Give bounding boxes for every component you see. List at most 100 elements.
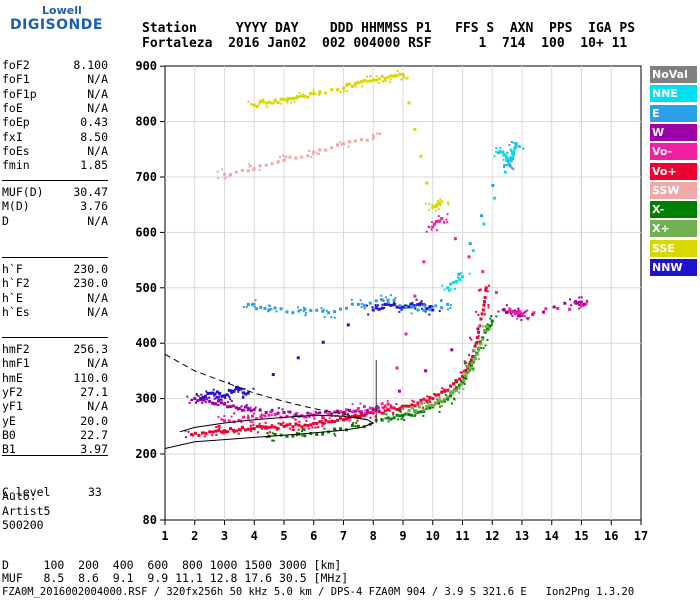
data-point	[506, 151, 509, 154]
data-point	[424, 310, 427, 313]
data-point	[428, 203, 431, 206]
data-point	[440, 200, 444, 204]
data-point	[495, 315, 498, 318]
data-point	[291, 311, 295, 315]
data-point	[321, 417, 324, 420]
auto-code: 500200	[2, 518, 44, 532]
data-point	[418, 405, 422, 409]
data-point	[443, 388, 446, 391]
data-point	[305, 312, 308, 315]
data-point	[267, 413, 271, 417]
data-point	[466, 365, 469, 368]
logo-line2: DIGISONDE	[10, 17, 103, 33]
param-name: yF1	[2, 399, 23, 414]
data-point	[484, 288, 488, 292]
series-vo-	[184, 284, 491, 439]
data-point	[387, 301, 390, 304]
data-point	[339, 410, 343, 414]
data-point	[407, 404, 411, 408]
data-point	[327, 420, 331, 424]
data-point	[431, 403, 435, 407]
data-point	[433, 205, 437, 209]
data-point	[508, 164, 512, 168]
series-nne	[441, 141, 522, 293]
x-tick-label: 16	[604, 529, 618, 543]
data-point	[434, 220, 438, 224]
data-point	[383, 412, 386, 415]
data-point	[190, 399, 193, 402]
data-point	[383, 306, 386, 309]
data-point	[330, 412, 334, 416]
data-point	[300, 430, 303, 433]
param-value: N/A	[87, 213, 108, 228]
data-point	[309, 93, 312, 96]
auto-artist: Artist5	[2, 504, 51, 518]
data-point	[463, 360, 466, 363]
data-point	[454, 390, 457, 393]
data-point	[446, 395, 450, 399]
data-point	[441, 387, 444, 390]
data-point	[449, 288, 452, 291]
data-point	[343, 412, 346, 415]
data-point	[449, 303, 452, 306]
data-point	[580, 296, 583, 299]
data-point	[304, 314, 307, 317]
data-point	[419, 154, 423, 158]
data-point	[262, 414, 265, 417]
data-point	[365, 413, 368, 416]
data-point	[193, 431, 197, 435]
data-point	[431, 225, 435, 229]
data-point	[217, 177, 220, 180]
data-point	[282, 411, 285, 414]
data-point	[384, 404, 387, 407]
data-point	[441, 284, 444, 287]
data-point	[490, 321, 493, 324]
data-point	[389, 405, 393, 409]
param-row: foF1 N/A	[2, 72, 108, 86]
data-point	[240, 420, 243, 423]
data-point	[431, 203, 434, 206]
data-point	[505, 304, 508, 307]
data-point	[429, 400, 432, 403]
data-point	[488, 329, 491, 332]
data-point	[285, 423, 289, 427]
data-point	[509, 148, 512, 151]
data-point	[258, 164, 262, 168]
data-point	[250, 414, 254, 418]
data-point	[460, 380, 463, 383]
x-tick-label: 1	[161, 529, 168, 543]
data-point	[489, 327, 492, 330]
data-point	[279, 422, 283, 426]
data-point	[490, 319, 494, 323]
data-point	[288, 97, 292, 101]
data-point	[291, 97, 294, 100]
data-point	[505, 159, 508, 162]
data-point	[285, 98, 289, 102]
data-point	[481, 270, 485, 274]
param-row: B0 22.7	[2, 428, 108, 442]
data-point	[585, 303, 588, 306]
x-tick-label: 8	[370, 529, 377, 543]
data-point	[254, 299, 257, 302]
data-point	[428, 308, 432, 312]
data-point	[574, 300, 578, 304]
data-point	[458, 383, 462, 387]
data-point	[322, 308, 325, 311]
data-point	[208, 396, 211, 399]
data-point	[391, 406, 394, 409]
legend-item: Vo-	[650, 143, 697, 161]
data-point	[303, 415, 307, 419]
data-point	[392, 411, 395, 414]
x-tick-label: 13	[515, 529, 529, 543]
data-point	[295, 434, 298, 437]
data-point	[218, 391, 222, 395]
data-point	[575, 301, 579, 305]
data-point	[259, 415, 263, 419]
data-point	[366, 408, 369, 411]
data-point	[330, 420, 334, 424]
data-point	[202, 398, 206, 402]
data-point	[237, 387, 241, 391]
data-point	[374, 299, 378, 303]
data-point	[267, 100, 271, 104]
data-point	[468, 242, 472, 246]
